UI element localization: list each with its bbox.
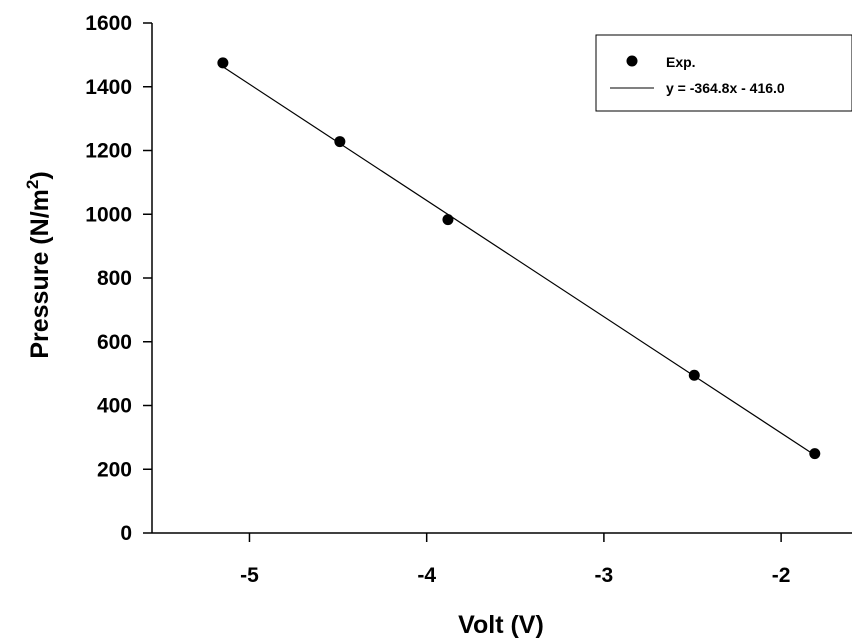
- data-point: [809, 448, 821, 460]
- y-tick-label: 1400: [85, 76, 132, 99]
- y-tick-label: 0: [120, 522, 132, 545]
- data-points: [217, 57, 821, 460]
- y-tick-label: 1600: [85, 12, 132, 35]
- x-tick-label: -3: [595, 564, 614, 587]
- legend-label-exp: Exp.: [666, 54, 696, 70]
- fit-lines: [222, 66, 816, 456]
- data-point: [334, 136, 346, 148]
- x-axis-title: Volt (V): [458, 611, 544, 639]
- y-axis-ticks: 0 200 400 600 800 1000 1200 1400 1600: [85, 12, 152, 545]
- legend: Exp. y = -364.8x - 416.0: [595, 34, 852, 112]
- data-point: [442, 214, 454, 226]
- x-axis-ticks: -5 -4 -3 -2: [240, 533, 790, 587]
- y-axis-title: Pressure (N/m2): [23, 171, 54, 358]
- legend-label-fit: y = -364.8x - 416.0: [666, 80, 785, 96]
- data-point: [217, 57, 229, 69]
- y-axis-title-suffix: ): [26, 171, 54, 179]
- y-tick-label: 600: [97, 331, 132, 354]
- x-tick-label: -5: [240, 564, 259, 587]
- fit-line: [222, 66, 816, 456]
- y-tick-label: 800: [97, 267, 132, 290]
- y-axis-title-superscript: 2: [23, 180, 42, 189]
- y-axis-title-main: Pressure (N/m: [26, 189, 54, 359]
- legend-box: [595, 34, 852, 112]
- y-tick-label: 1200: [85, 140, 132, 163]
- y-tick-label: 400: [97, 395, 132, 418]
- x-tick-label: -2: [772, 564, 791, 587]
- y-tick-label: 1000: [85, 203, 132, 226]
- y-tick-label: 200: [97, 458, 132, 481]
- legend-marker-exp: [626, 55, 638, 67]
- x-tick-label: -4: [417, 564, 436, 587]
- data-point: [688, 369, 700, 381]
